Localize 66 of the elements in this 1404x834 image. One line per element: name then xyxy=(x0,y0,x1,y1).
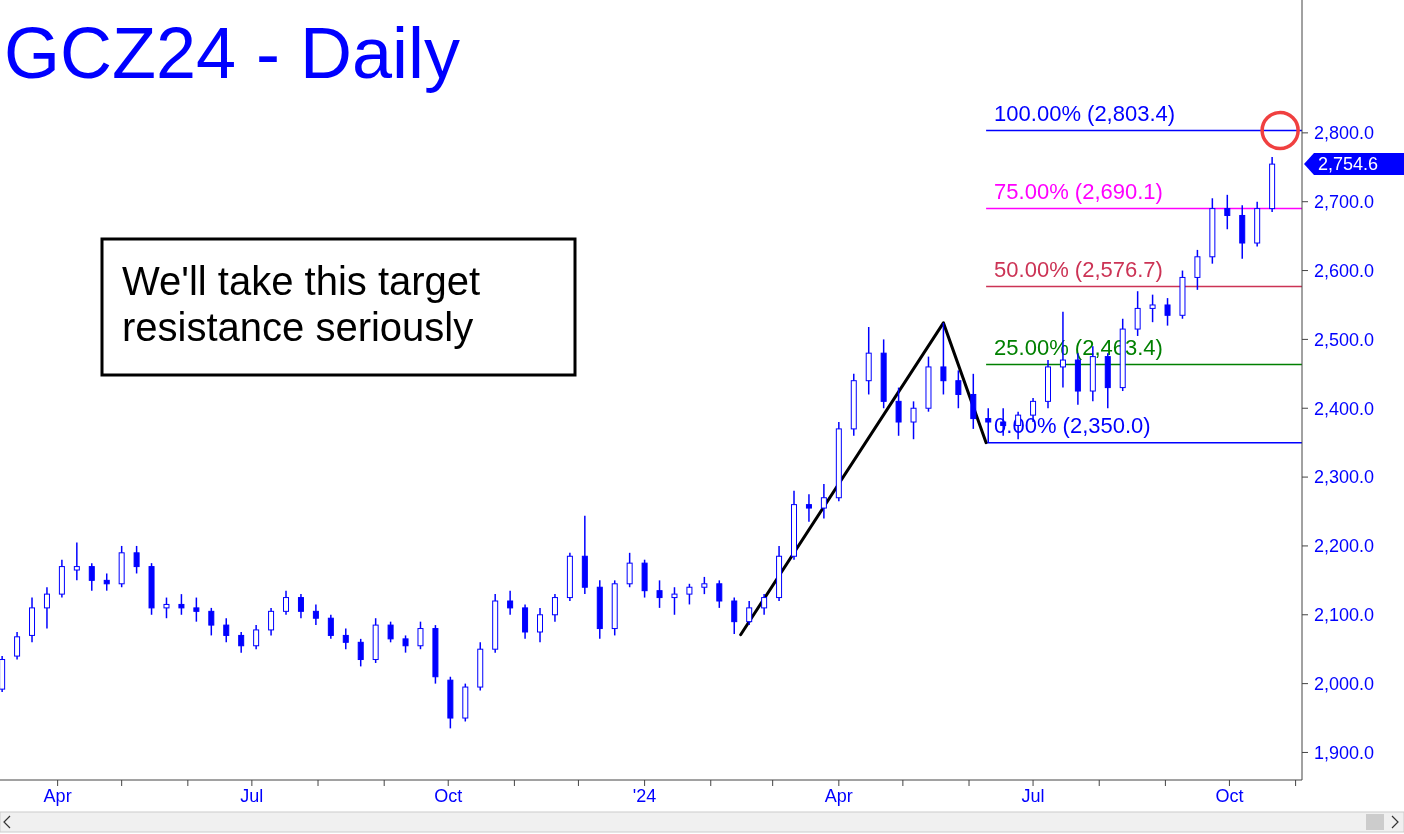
candlestick xyxy=(327,614,334,640)
candlestick xyxy=(955,369,962,409)
candlestick xyxy=(43,586,50,630)
y-tick-label: 2,400.0 xyxy=(1314,398,1375,419)
candlestick xyxy=(686,583,693,606)
candlestick xyxy=(1164,297,1171,327)
y-tick-label: 2,100.0 xyxy=(1314,605,1375,626)
y-tick-label: 2,300.0 xyxy=(1314,467,1375,488)
x-tick-label: Oct xyxy=(1215,786,1244,806)
candlestick xyxy=(283,589,290,616)
candlestick xyxy=(14,631,21,661)
x-tick-label: Apr xyxy=(824,786,853,806)
text: 2,754.6 xyxy=(1318,154,1379,175)
candlestick xyxy=(507,589,514,616)
candlestick xyxy=(1134,290,1141,337)
candlestick xyxy=(312,603,319,626)
x-tick-label: Jul xyxy=(1021,786,1045,806)
candlestick xyxy=(163,596,170,619)
candlestick xyxy=(656,579,663,609)
candlestick xyxy=(223,617,230,644)
candlestick xyxy=(88,562,95,592)
candlestick xyxy=(1149,293,1156,323)
x-tick-label: Jul xyxy=(240,786,264,806)
candlestick xyxy=(746,600,753,626)
candlestick xyxy=(626,552,633,588)
y-tick-label: 2,800.0 xyxy=(1314,123,1375,144)
candlestick xyxy=(268,607,275,637)
y-tick-label: 2,000.0 xyxy=(1314,673,1375,694)
candlestick xyxy=(1224,194,1231,230)
candlestick xyxy=(253,624,260,650)
candlestick xyxy=(73,541,80,582)
candlestick xyxy=(761,593,768,616)
ref-line-label: 50.00% (2,576.7) xyxy=(994,256,1163,282)
candlestick xyxy=(387,620,394,644)
candlestick xyxy=(357,638,364,668)
candlestick xyxy=(910,400,917,440)
candlestick xyxy=(417,620,424,650)
candlestick xyxy=(551,593,558,623)
ref-line-label: 75.00% (2,690.1) xyxy=(994,178,1163,204)
candlestick xyxy=(238,631,245,654)
candlestick xyxy=(1194,249,1201,291)
y-tick-label: 2,700.0 xyxy=(1314,192,1375,213)
candlestick xyxy=(731,596,738,635)
y-tick-label: 2,500.0 xyxy=(1314,329,1375,350)
chart-title: GCZ24 - Daily xyxy=(4,13,461,93)
candlestick xyxy=(671,586,678,616)
candlestick xyxy=(342,627,349,650)
x-tick-label: Oct xyxy=(434,786,463,806)
candlestick xyxy=(716,579,723,609)
candlestick xyxy=(193,596,200,623)
candlestick xyxy=(805,493,812,523)
candlestick xyxy=(895,386,902,437)
candlestick xyxy=(208,607,215,637)
candlestick xyxy=(940,322,947,396)
x-tick-label: '24 xyxy=(632,786,657,806)
candlestick xyxy=(178,593,185,616)
ref-line-label: 100.00% (2,803.4) xyxy=(994,100,1176,126)
annotation: We'll take this target resistance seriously xyxy=(122,259,481,349)
y-tick-label: 1,900.0 xyxy=(1314,742,1375,763)
y-tick-label: 2,200.0 xyxy=(1314,536,1375,557)
candlestick xyxy=(820,483,827,520)
x-tick-label: Apr xyxy=(43,786,72,806)
candlestick xyxy=(537,607,544,644)
candlestick xyxy=(297,593,304,619)
y-tick-label: 2,600.0 xyxy=(1314,260,1375,281)
candlestick xyxy=(133,545,140,575)
